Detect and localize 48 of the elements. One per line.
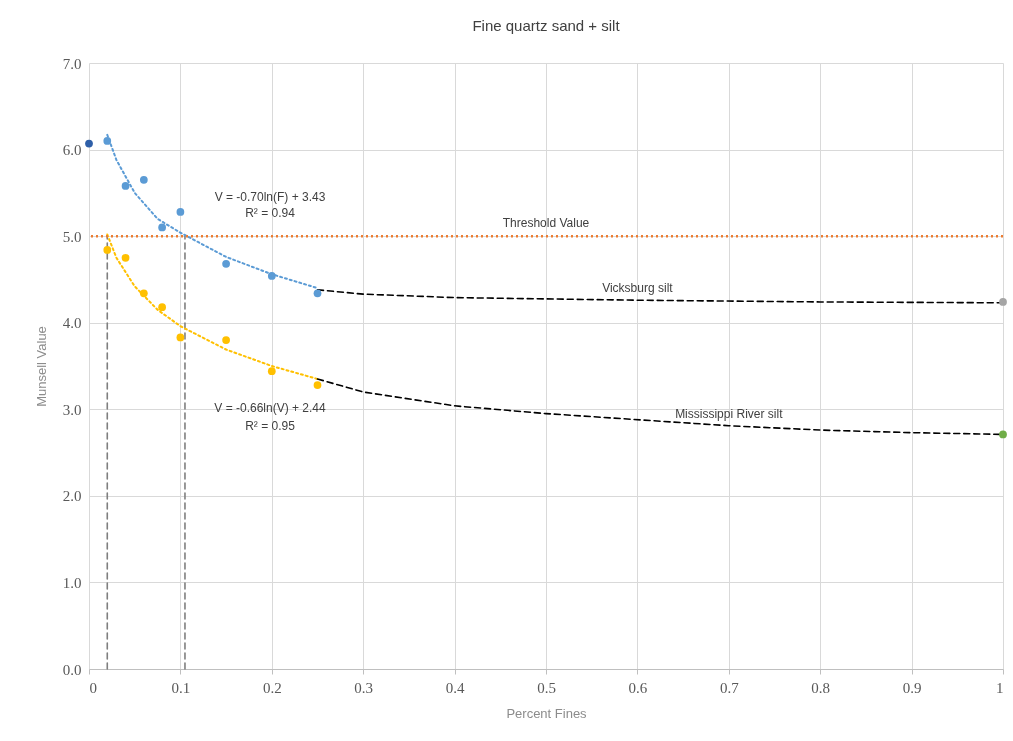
point — [85, 139, 93, 148]
point — [267, 367, 276, 376]
point — [158, 303, 166, 311]
x-tick-label: 0.3 — [354, 679, 374, 696]
annotation: R² = 0.95 — [245, 419, 296, 433]
y-tick-label: 3.0 — [62, 401, 82, 418]
x-tick-label: 0 — [89, 679, 97, 696]
x-tick-label: 0.8 — [811, 679, 831, 696]
series-label: Vicksburg silt — [602, 281, 674, 296]
point — [103, 137, 112, 145]
point — [222, 336, 230, 344]
point — [121, 253, 130, 262]
y-tick-label: 5.0 — [62, 228, 82, 245]
x-tick-label: 0.1 — [171, 679, 191, 696]
point — [313, 289, 322, 298]
x-axis-title: Percent Fines — [506, 705, 588, 721]
point — [176, 333, 185, 342]
point — [121, 182, 130, 190]
annotation: R² = 0.94 — [245, 206, 296, 220]
point — [222, 259, 230, 268]
chart-title: Fine quartz sand + silt — [472, 17, 621, 34]
x-tick-label: 0.5 — [537, 679, 556, 696]
x-tick-label: 0.7 — [719, 679, 740, 696]
annotation: V = -0.70ln(F) + 3.43 — [214, 190, 326, 204]
point — [999, 430, 1007, 439]
y-tick-label: 1.0 — [62, 574, 82, 591]
y-tick-label: 7.0 — [62, 55, 82, 72]
y-tick-label: 6.0 — [62, 142, 82, 159]
ref-line-label: Threshold Value — [502, 216, 590, 231]
point — [139, 289, 148, 298]
point — [999, 298, 1007, 306]
series-label: Mississippi River silt — [675, 406, 784, 421]
y-tick-label: 4.0 — [62, 315, 82, 332]
point — [267, 272, 276, 280]
y-axis-title: Munsell Value — [33, 326, 49, 407]
x-tick-label: 0.2 — [262, 679, 282, 696]
point — [313, 381, 322, 389]
x-tick-label: 1 — [996, 679, 1004, 696]
x-tick-label: 0.4 — [445, 679, 465, 696]
annotation: V = -0.66ln(V) + 2.44 — [214, 401, 327, 415]
point — [176, 208, 185, 216]
point — [158, 223, 166, 232]
point — [139, 176, 148, 184]
x-tick-label: 0.6 — [628, 679, 648, 696]
y-tick-label: 2.0 — [62, 488, 82, 505]
x-tick-label: 0.9 — [902, 679, 922, 696]
y-tick-label: 0.0 — [62, 661, 82, 678]
point — [103, 246, 112, 254]
